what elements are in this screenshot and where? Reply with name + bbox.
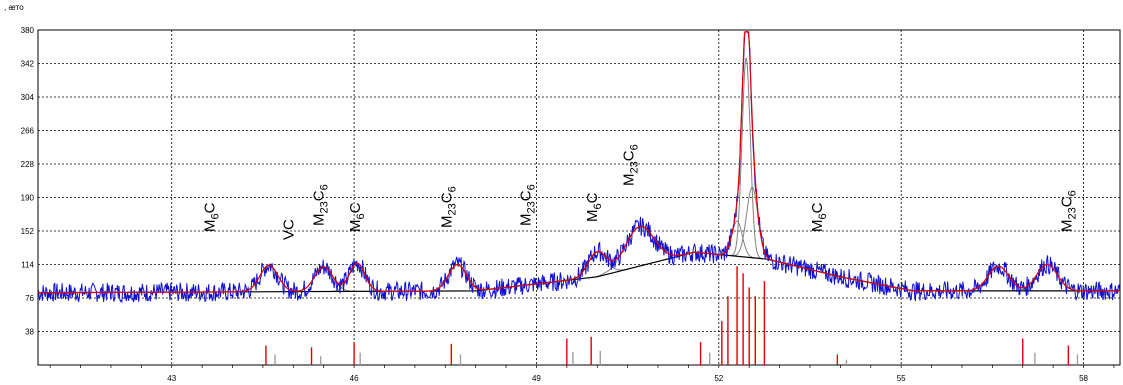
observed-series (37, 31, 1121, 304)
phase-label: M6C (347, 202, 367, 232)
x-tick-label: 43 (167, 374, 176, 383)
y-axis-unit-label: , ᴂᴛᴏ (4, 3, 24, 12)
y-tick-label: 190 (21, 194, 35, 203)
fit-series (38, 31, 1120, 294)
x-axis: 43 46 49 52 55 58 (49, 365, 1115, 383)
y-tick-label: 38 (25, 328, 34, 337)
fit-components (234, 57, 1086, 293)
phase-label: M6C (809, 202, 829, 232)
y-tick-label: 76 (25, 294, 34, 303)
x-tick-label: 58 (1079, 374, 1088, 383)
x-tick-label: 55 (897, 374, 906, 383)
phase-label: M23C6 (1058, 190, 1078, 232)
x-tick-label: 46 (350, 374, 359, 383)
y-tick-label: 152 (21, 227, 35, 236)
x-tick-label: 49 (532, 374, 541, 383)
y-tick-label: 342 (21, 60, 35, 69)
phase-label: M23C6 (438, 186, 458, 228)
grid (38, 30, 1120, 365)
phase-label: M23C6 (621, 144, 641, 186)
component-curve (730, 57, 762, 259)
y-tick-label: 228 (21, 160, 35, 169)
y-tick-label: 114 (21, 261, 34, 270)
y-tick-label: 380 (21, 26, 35, 35)
observed-line (37, 31, 1121, 304)
y-tick-label: 304 (21, 93, 35, 102)
x-tick-label: 52 (714, 374, 723, 383)
reference-markers (265, 266, 1079, 365)
phase-label: M6C (201, 202, 221, 232)
y-tick-label: 266 (21, 127, 35, 136)
phase-label: M6C (584, 192, 604, 222)
phase-label: M23C6 (517, 184, 537, 226)
phase-annotations: M6C VC M23C6 M6C M23C6 M23C6 M6C M23C6 M6C M23C6 (201, 144, 1078, 240)
phase-label: M23C6 (311, 184, 331, 226)
y-axis: 38 76 114 152 190 228 266 304 342 380 (21, 26, 35, 337)
phase-label: VC (280, 219, 297, 240)
fit-line (38, 31, 1120, 294)
